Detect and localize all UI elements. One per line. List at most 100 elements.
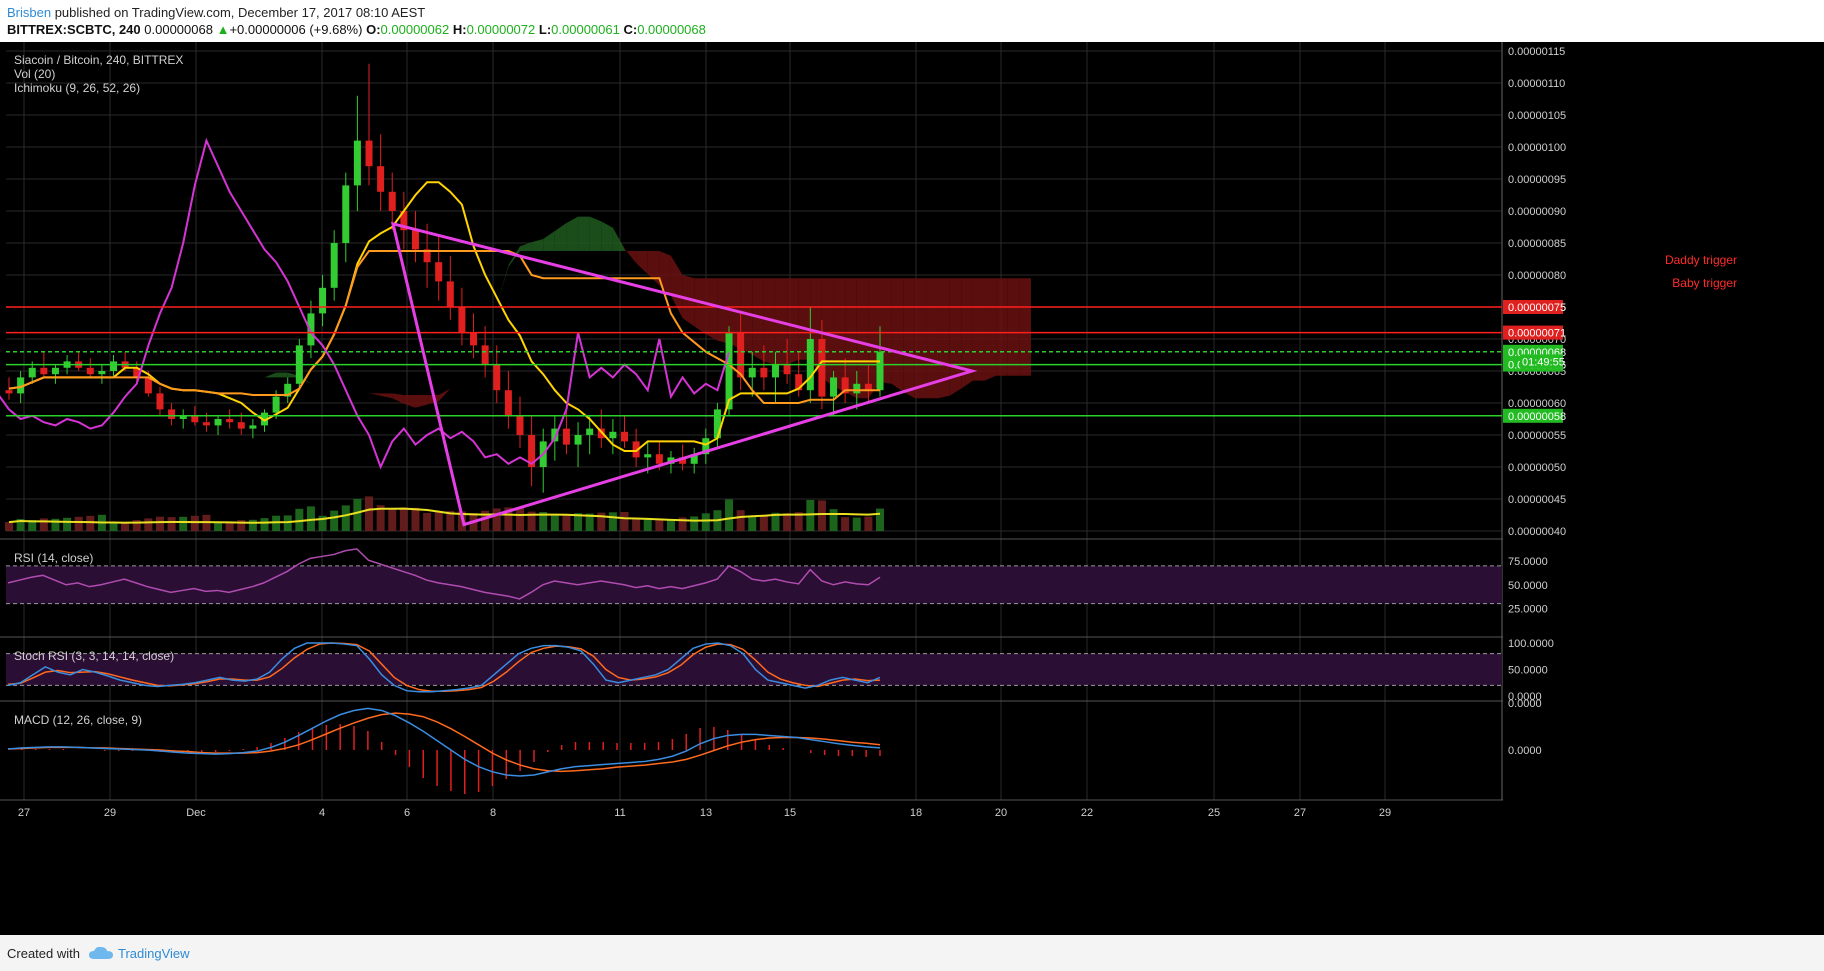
indicator-lines [0,137,880,470]
ichimoku-indicator-label: Ichimoku (9, 26, 52, 26) [14,81,140,95]
price-tick-label: 0.00000050 [1508,462,1566,474]
candle-body [17,377,25,394]
volume-bar [179,516,188,531]
candle-body [202,422,210,426]
volume-bar [864,516,873,531]
stoch-rsi-label: Stoch RSI (3, 3, 14, 14, close) [14,649,174,663]
tradingview-link[interactable]: TradingView [118,946,190,961]
volume-bar [388,508,397,531]
stoch-tick-label: 100.0000 [1508,638,1554,650]
candle-body [214,419,222,426]
volume-bar [63,517,72,531]
cloud-segment [647,251,660,286]
publish-line: Brisben published on TradingView.com, De… [7,5,425,20]
candle-body [110,361,118,371]
x-tick-label: 11 [614,807,625,819]
rsi-band [6,565,1502,604]
volume-bar [214,522,223,531]
x-axis-bg [0,801,1824,935]
candle-body [679,457,687,464]
candle-body [156,393,164,410]
candle-body [191,415,199,423]
cloud-segment [984,278,997,381]
volume-bar [539,512,548,531]
volume-bar [655,518,664,531]
close-value: 0.00000068 [637,22,706,37]
volume-bar [283,515,292,531]
candle-body [249,425,257,429]
candle-body [795,374,803,391]
triangle-drawing[interactable] [390,221,978,527]
volume-bar [225,521,234,531]
volume-bar [16,519,25,531]
author-link[interactable]: Brisben [7,5,52,20]
stoch-tick-label: 50.0000 [1508,665,1548,677]
cloud-segment [264,372,277,378]
ichimoku-cloud [159,216,1031,408]
low-label: L: [538,22,552,37]
volume-bar [365,496,374,531]
stoch-tick-label: 0.0000 [1508,691,1542,703]
cloud-segment [380,393,393,399]
volume-bar [562,514,571,531]
price-tick-label: 0.00000085 [1508,238,1566,250]
candle-body [179,415,187,419]
cloud-segment [972,278,985,381]
candle-body [551,428,559,442]
chikou-line [0,137,730,470]
price-tick-label: 0.00000055 [1508,430,1566,442]
volume-bar [783,513,792,531]
cloud-segment [845,278,857,399]
publish-header: Brisben published on TradingView.com, De… [0,0,1824,42]
rsi-tick-label: 50.0000 [1508,580,1548,592]
volume-bar [306,506,315,531]
cloud-segment [787,278,799,365]
cloud-segment [752,278,764,362]
cloud-segment [926,278,939,399]
low-value: 0.00000061 [551,22,620,37]
price-tick-label: 0.00000115 [1508,46,1565,58]
volume-bar [527,511,536,531]
x-tick-label: Dec [186,807,206,819]
last-price: 0.00000068 [144,22,213,37]
level-tag-label: 0.00000075 [1508,302,1566,314]
published-text: published on TradingView.com, December 1… [54,5,426,20]
triangle-pattern [390,221,978,527]
cloud-segment [996,278,1008,376]
macd-tick-label: 0.0000 [1508,698,1542,710]
macd-tick-label: 0.0000 [1508,745,1542,757]
volume-bar [318,515,327,531]
candle-body [597,428,605,439]
open-value: 0.00000062 [380,22,450,37]
cloud-segment [369,393,381,396]
candle-body [353,140,361,186]
x-tick-label: 27 [1294,807,1306,819]
chart-title: Siacoin / Bitcoin, 240, BITTREX [14,53,183,67]
volume-bar [330,510,339,531]
candle-body [841,377,849,394]
cloud-segment [578,216,590,251]
volume-bar [701,513,710,531]
cloud-segment [891,278,904,392]
volume-bar [446,511,455,531]
cloud-segment [1007,278,1020,376]
level-tag-bg [1503,325,1563,340]
volume-bar [74,516,83,531]
footer: Created with TradingView [0,935,1824,971]
cloud-segment [519,242,532,251]
symbol-label: BITTREX:SCBTC, 240 [7,22,141,37]
chart-canvas[interactable]: 0.00000115 0.00000110 0.00000105 0.00000100… [0,42,1824,935]
volume-bar [237,520,246,531]
cloud-segment [566,216,579,251]
rsi-label: RSI (14, close) [14,551,93,565]
candle-body [632,441,640,458]
volume-bar [515,507,524,531]
candle-body [481,345,489,365]
candle-body [470,332,478,346]
volume-bar [817,500,826,531]
cloud-segment [763,278,776,365]
cloud-segment [856,278,869,399]
cloud-segment [508,246,520,267]
cloud-segment [531,239,544,251]
close-label: C: [623,22,638,37]
